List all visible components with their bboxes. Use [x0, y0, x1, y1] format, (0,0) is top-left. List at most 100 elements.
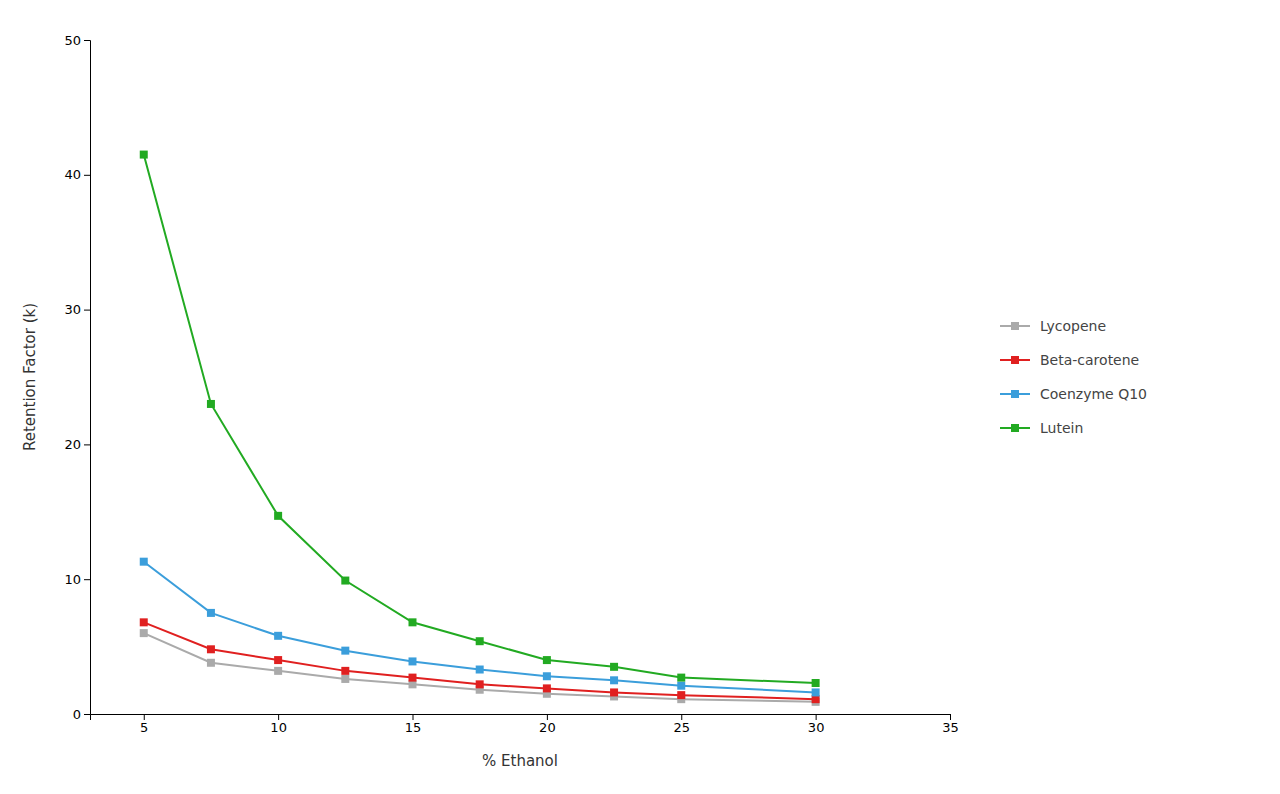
tick-label: 20: [64, 437, 81, 452]
tick-mark: [413, 714, 414, 720]
point: [207, 659, 215, 667]
point: [610, 676, 618, 684]
point: [274, 632, 282, 640]
legend-label: Lutein: [1040, 420, 1083, 436]
point: [812, 679, 820, 687]
point: [409, 657, 417, 665]
tick-mark: [950, 714, 951, 720]
legend-marker: [1011, 322, 1019, 330]
point: [409, 674, 417, 682]
tick-label: 20: [539, 720, 556, 735]
legend-item: Coenzyme Q10: [1000, 386, 1147, 402]
point: [140, 618, 148, 626]
point: [140, 558, 148, 566]
tick: 0: [73, 707, 90, 722]
tick-label: 15: [405, 720, 422, 735]
tick: 30: [808, 714, 825, 735]
tick-label: 40: [64, 167, 81, 182]
series: [140, 151, 820, 687]
tick-label: 35: [942, 720, 959, 735]
legend-marker: [1011, 356, 1019, 364]
legend: Lycopene Beta-carotene Coenzyme Q10 Lutein: [1000, 318, 1147, 436]
tick-label: 10: [64, 572, 81, 587]
marks: [140, 151, 820, 706]
point: [341, 675, 349, 683]
tick-label: 30: [64, 302, 81, 317]
series: [140, 558, 820, 697]
tick-label: 10: [270, 720, 287, 735]
point: [207, 400, 215, 408]
point: [274, 512, 282, 520]
y-axis: 0 10 20 30 40 50: [64, 33, 90, 722]
point: [409, 618, 417, 626]
plot: 5 10 15 20 25 30 35 0 10 20 30 40 50: [64, 33, 958, 736]
series-line: [144, 562, 816, 693]
point: [341, 667, 349, 675]
x-axis: 5 10 15 20 25 30 35: [91, 714, 959, 735]
tick-label: 30: [808, 720, 825, 735]
point: [476, 637, 484, 645]
point: [274, 656, 282, 664]
tick-mark: [816, 714, 817, 720]
series: [140, 629, 820, 706]
point: [543, 684, 551, 692]
point: [140, 629, 148, 637]
series: [140, 618, 820, 703]
point: [140, 151, 148, 159]
point: [677, 682, 685, 690]
legend-marker: [1011, 424, 1019, 432]
legend-item: Beta-carotene: [1000, 352, 1139, 368]
tick-mark: [681, 714, 682, 720]
tick-label: 50: [64, 33, 81, 48]
tick-label: 0: [73, 707, 81, 722]
point: [610, 663, 618, 671]
point: [610, 688, 618, 696]
legend-label: Coenzyme Q10: [1040, 386, 1147, 402]
tick: 20: [539, 714, 556, 735]
point: [677, 674, 685, 682]
legend-marker: [1011, 390, 1019, 398]
axis-line: [84, 41, 91, 715]
point: [812, 688, 820, 696]
tick-mark: [84, 40, 90, 41]
tick: 5: [140, 714, 148, 735]
point: [207, 609, 215, 617]
point: [543, 656, 551, 664]
tick-mark: [84, 714, 90, 715]
tick: 20: [64, 437, 90, 452]
tick-label: 5: [140, 720, 148, 735]
point: [677, 691, 685, 699]
point: [341, 647, 349, 655]
tick: 10: [64, 572, 90, 587]
legend-item: Lycopene: [1000, 318, 1106, 334]
chart: 5 10 15 20 25 30 35 0 10 20 30 40 50 % Ethanol Retenti…: [0, 0, 1280, 794]
tick: 40: [64, 167, 90, 182]
point: [274, 667, 282, 675]
y-axis-title: Retention Factor (k): [21, 303, 39, 451]
legend-label: Lycopene: [1040, 318, 1106, 334]
point: [476, 666, 484, 674]
x-axis-title: % Ethanol: [482, 752, 558, 770]
axis-line: [91, 715, 951, 721]
tick-mark: [144, 714, 145, 720]
point: [207, 645, 215, 653]
point: [543, 672, 551, 680]
point: [476, 680, 484, 688]
tick: 25: [673, 714, 690, 735]
tick-mark: [547, 714, 548, 720]
tick-label: 25: [673, 720, 690, 735]
tick: 15: [405, 714, 422, 735]
tick: 50: [64, 33, 90, 48]
tick-mark: [278, 714, 279, 720]
tick-mark: [84, 444, 90, 445]
legend-item: Lutein: [1000, 420, 1083, 436]
point: [341, 577, 349, 585]
series-line: [144, 155, 816, 683]
tick: 30: [64, 302, 90, 317]
series-line: [144, 633, 816, 702]
tick-mark: [84, 175, 90, 176]
tick: 35: [942, 714, 959, 735]
tick-mark: [84, 310, 90, 311]
legend-label: Beta-carotene: [1040, 352, 1139, 368]
tick-mark: [84, 579, 90, 580]
